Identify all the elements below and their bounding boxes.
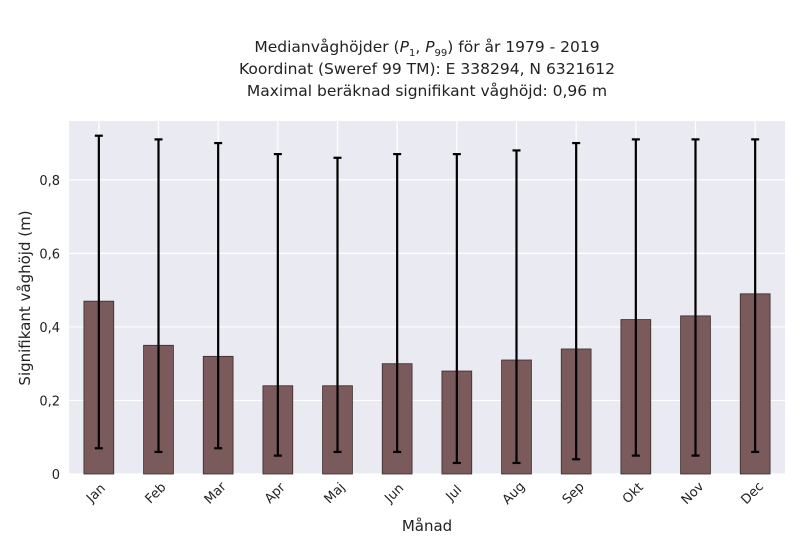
y-tick-label: 0,6 <box>39 247 60 262</box>
x-tick-label: Nov <box>679 479 708 508</box>
y-tick-label: 0 <box>52 468 60 483</box>
x-tick-label: Sep <box>560 480 588 508</box>
x-tick-label: Okt <box>620 480 647 507</box>
error-bar-apr <box>273 152 282 457</box>
chart-title: Medianvåghöjder (P1, P99) för år 1979 - … <box>239 38 615 100</box>
x-axis-label: Månad <box>402 517 452 535</box>
x-tick-label: Mar <box>202 479 230 507</box>
x-tick-label: Feb <box>143 480 170 507</box>
error-bar-aug <box>512 149 521 465</box>
error-bars <box>94 134 760 465</box>
y-tick-label: 0,2 <box>39 394 60 409</box>
error-bar-nov <box>691 138 700 457</box>
x-tick-label: Dec <box>738 479 766 507</box>
x-tick-label: Jun <box>381 481 407 507</box>
chart-title-line-1: Medianvåghöjder (P1, P99) för år 1979 - … <box>254 38 599 59</box>
x-tick-label: Jan <box>83 481 108 506</box>
error-bar-jun <box>393 152 402 454</box>
x-tick-labels: Jan Feb Mar Apr Maj Jun Jul Aug Sep Okt Nov Dec <box>83 479 767 508</box>
chart-title-line-2: Koordinat (Sweref 99 TM): E 338294, N 63… <box>239 60 615 78</box>
x-tick-label: Jul <box>443 483 465 505</box>
error-bar-feb <box>154 138 163 454</box>
y-tick-label: 0,4 <box>39 321 60 336</box>
error-bar-dec <box>751 138 760 454</box>
plot-area <box>69 121 785 474</box>
error-bar-maj <box>333 156 342 454</box>
error-bar-sep <box>572 141 581 461</box>
x-tick-label: Aug <box>500 479 529 508</box>
error-bar-mar <box>214 141 223 450</box>
error-bar-jan <box>94 134 103 450</box>
error-bar-okt <box>631 138 640 457</box>
error-bar-jul <box>452 152 461 465</box>
chart-title-line-3: Maximal beräknad signifikant våghöjd: 0,… <box>247 82 607 100</box>
y-tick-label: 0,8 <box>39 174 60 189</box>
y-axis-label: Signifikant våghöjd (m) <box>16 210 34 385</box>
x-tick-label: Maj <box>322 480 349 507</box>
y-tick-labels: 0 0,2 0,4 0,6 0,8 <box>39 174 60 483</box>
x-tick-label: Apr <box>262 480 289 507</box>
